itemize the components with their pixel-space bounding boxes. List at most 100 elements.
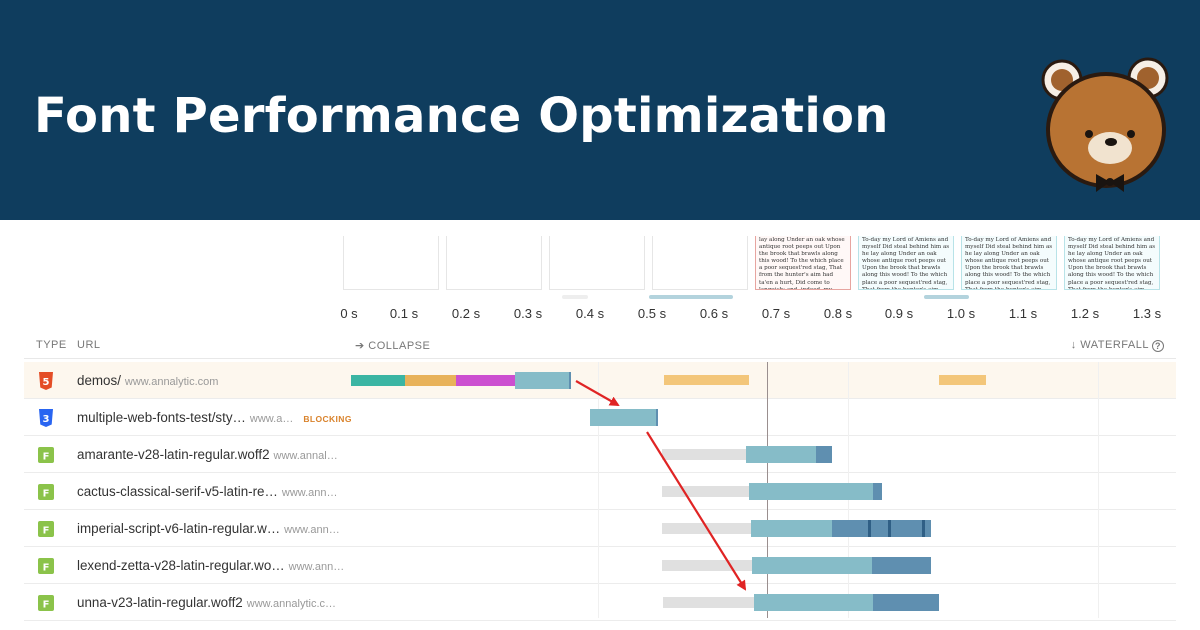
filmstrip-frame[interactable]: To-day my Lord of Amiens and myself Did … [961, 236, 1057, 290]
download-bar[interactable] [746, 446, 832, 463]
svg-text:F: F [43, 563, 50, 574]
request-url[interactable]: cactus-classical-serif-v5-latin-re… www.a… [77, 484, 338, 499]
blocking-badge: BLOCKING [303, 414, 352, 424]
request-path: cactus-classical-serif-v5-latin-re… [77, 484, 278, 499]
table-row[interactable]: F cactus-classical-serif-v5-latin-re… www… [24, 473, 1176, 510]
request-domain: www.annalytic.c… [246, 598, 337, 610]
page-title: Font Performance Optimization [34, 88, 889, 144]
waterfall-gridline [1098, 362, 1099, 618]
request-url[interactable]: demos/www.annalytic.com [77, 373, 218, 388]
font-file-icon: F [38, 558, 54, 574]
download-bar-chunk [888, 520, 891, 537]
waterfall-toggle[interactable]: ↓ WATERFALL? [1071, 339, 1164, 352]
filmstrip-frame-text: To-day my Lord of Amiens and myself Did … [965, 237, 1053, 290]
table-row[interactable]: 5 demos/www.annalytic.com [24, 362, 1176, 399]
filmstrip-frame[interactable] [343, 236, 439, 290]
svg-text:F: F [43, 526, 50, 537]
time-axis: 0 s 0.1 s 0.2 s 0.3 s 0.4 s 0.5 s 0.6 s … [0, 306, 1200, 326]
request-url[interactable]: unna-v23-latin-regular.woff2 www.annalyti… [77, 595, 336, 610]
time-tick-label: 1.2 s [1070, 306, 1100, 321]
time-tick-label: 0.7 s [761, 306, 791, 321]
dns-bar[interactable] [351, 375, 405, 386]
time-tick-label: 0.4 s [575, 306, 605, 321]
filmstrip-frame-text: To-day my Lord of Amiens and myself Did … [862, 237, 950, 290]
download-bar-dark [873, 483, 882, 500]
table-row[interactable]: F imperial-script-v6-latin-regular.w… www… [24, 510, 1176, 547]
waterfall-label: ↓ WATERFALL [1070, 339, 1149, 351]
svg-text:F: F [43, 452, 50, 463]
connect-bar[interactable] [405, 375, 456, 386]
request-wait-bar[interactable] [663, 597, 754, 608]
html5-icon: 5 [39, 372, 53, 390]
svg-text:3: 3 [43, 414, 50, 425]
request-path: demos/ [77, 373, 121, 388]
time-tick-label: 0.9 s [884, 306, 914, 321]
time-tick-label: 0 s [340, 306, 358, 321]
request-url[interactable]: amarante-v28-latin-regular.woff2 www.anna… [77, 447, 338, 462]
waterfall-gridline [598, 362, 599, 618]
request-wait-bar[interactable] [662, 560, 752, 571]
download-bar-dark [816, 446, 832, 463]
request-url[interactable]: lexend-zetta-v28-latin-regular.wo… www.an… [77, 558, 344, 573]
time-tick-label: 0.5 s [637, 306, 667, 321]
font-file-icon: F [38, 447, 54, 463]
column-header-type[interactable]: TYPE [36, 339, 67, 351]
filmstrip-progress-bar [649, 295, 733, 299]
request-wait-bar[interactable] [662, 486, 749, 497]
time-tick-label: 0.6 s [699, 306, 729, 321]
filmstrip-frame-text: lay along Under an oak whose antique roo… [759, 237, 845, 290]
filmstrip-frame[interactable]: To-day my Lord of Amiens and myself Did … [1064, 236, 1160, 290]
bear-mascot-icon [1041, 57, 1169, 192]
svg-text:5: 5 [43, 377, 50, 388]
filmstrip-frame-text: To-day my Lord of Amiens and myself Did … [1068, 237, 1156, 290]
help-icon[interactable]: ? [1152, 340, 1164, 352]
time-tick-label: 1.1 s [1008, 306, 1038, 321]
font-file-icon: F [38, 595, 54, 611]
connect-bar[interactable] [939, 375, 986, 385]
time-tick-label: 1.3 s [1132, 306, 1162, 321]
table-row[interactable]: F unna-v23-latin-regular.woff2 www.annaly… [24, 584, 1176, 621]
download-bar-chunk [922, 520, 925, 537]
column-header-url[interactable]: URL [77, 339, 101, 351]
connect-bar[interactable] [664, 375, 749, 385]
request-path: multiple-web-fonts-test/sty… [77, 410, 246, 425]
ssl-bar[interactable] [456, 375, 515, 386]
download-bar-edge [656, 409, 658, 426]
css3-icon: 3 [39, 409, 53, 427]
download-bar-dark [832, 520, 931, 537]
request-url[interactable]: imperial-script-v6-latin-regular.w… www.a… [77, 521, 340, 536]
font-file-icon: F [38, 484, 54, 500]
request-path: unna-v23-latin-regular.woff2 [77, 595, 243, 610]
filmstrip-frame[interactable]: To-day my Lord of Amiens and myself Did … [858, 236, 954, 290]
collapse-button[interactable]: ➔ COLLAPSE [355, 340, 431, 352]
request-path: amarante-v28-latin-regular.woff2 [77, 447, 270, 462]
font-file-icon: F [38, 521, 54, 537]
request-path: lexend-zetta-v28-latin-regular.wo… [77, 558, 285, 573]
request-url[interactable]: multiple-web-fonts-test/sty… www.a… BLOCKI… [77, 410, 352, 425]
filmstrip: lay along Under an oak whose antique roo… [343, 236, 1183, 290]
filmstrip-frame[interactable] [549, 236, 645, 290]
download-bar[interactable] [515, 372, 570, 389]
filmstrip-progress-bar [924, 295, 969, 299]
download-bar-chunk [868, 520, 871, 537]
time-tick-label: 1.0 s [946, 306, 976, 321]
table-header: TYPE URL ➔ COLLAPSE ↓ WATERFALL? [24, 333, 1176, 359]
request-path: imperial-script-v6-latin-regular.w… [77, 521, 281, 536]
download-bar[interactable] [749, 483, 882, 500]
request-wait-bar[interactable] [662, 449, 746, 460]
svg-text:F: F [43, 600, 50, 611]
table-row[interactable]: F lexend-zetta-v28-latin-regular.wo… www.… [24, 547, 1176, 584]
request-domain: www.ann… [288, 561, 345, 573]
download-bar-dark [873, 594, 939, 611]
download-bar-dark [872, 557, 931, 574]
filmstrip-frame[interactable] [446, 236, 542, 290]
time-tick-label: 0.1 s [389, 306, 419, 321]
filmstrip-progress-bar [562, 295, 588, 299]
download-bar[interactable] [590, 409, 658, 426]
filmstrip-frame[interactable] [652, 236, 748, 290]
request-wait-bar[interactable] [662, 523, 751, 534]
table-row[interactable]: F amarante-v28-latin-regular.woff2 www.an… [24, 436, 1176, 473]
request-domain: www.annalytic.com [124, 376, 219, 388]
table-row[interactable]: 3 multiple-web-fonts-test/sty… www.a… BLOC… [24, 399, 1176, 436]
filmstrip-frame[interactable]: lay along Under an oak whose antique roo… [755, 236, 851, 290]
